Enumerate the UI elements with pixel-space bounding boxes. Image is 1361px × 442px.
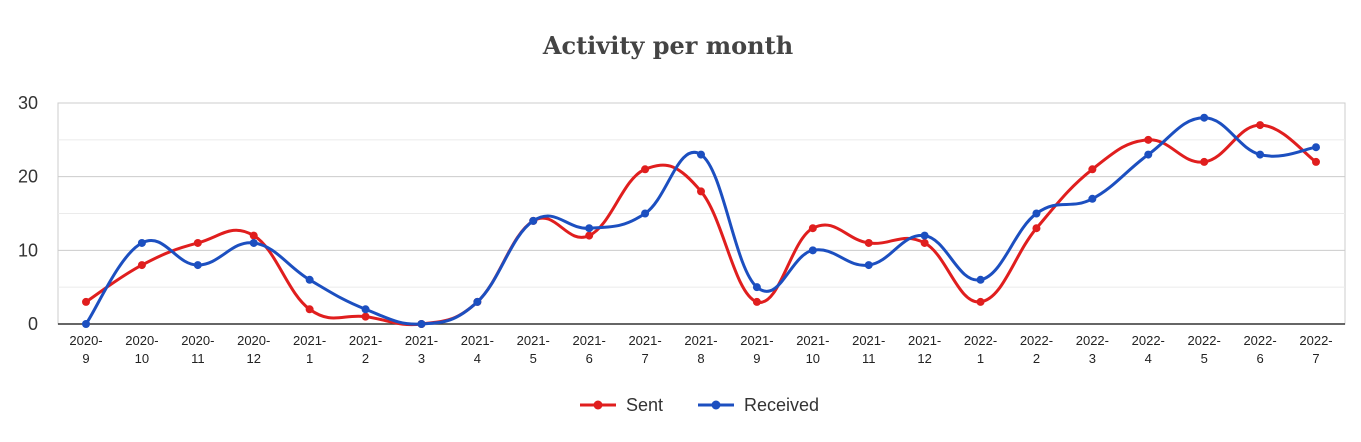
data-point-sent: [1144, 135, 1153, 144]
data-point-sent: [361, 312, 370, 321]
x-tick-label: 2020-10: [125, 333, 158, 366]
x-tick-label: 2021-2: [349, 333, 382, 366]
data-point-received: [1088, 194, 1097, 203]
data-point-received: [641, 209, 650, 218]
y-tick-label: 30: [18, 93, 38, 113]
x-tick-label: 2022-4: [1132, 333, 1165, 366]
chart-title: Activity per month: [542, 31, 793, 60]
series-line-sent: [85, 123, 1317, 327]
x-tick-label: 2021-3: [405, 333, 438, 366]
data-point-received: [473, 297, 482, 306]
data-point-sent: [641, 165, 650, 174]
data-point-sent: [1200, 157, 1209, 166]
data-point-sent: [1088, 165, 1097, 174]
data-point-received: [137, 238, 146, 247]
legend-label-received: Received: [744, 395, 819, 415]
data-point-received: [1032, 209, 1041, 218]
data-point-received: [1256, 150, 1265, 159]
data-point-received: [417, 320, 426, 328]
x-tick-label: 2021-5: [517, 333, 550, 366]
data-point-received: [193, 261, 202, 270]
data-point-received: [82, 320, 90, 328]
x-tick-label: 2021-11: [852, 333, 885, 366]
x-tick-label: 2022-7: [1299, 333, 1332, 366]
data-point-received: [864, 261, 873, 270]
data-point-received: [1312, 143, 1320, 152]
data-point-received: [305, 275, 314, 284]
data-point-received: [920, 231, 929, 240]
x-tick-label: 2021-4: [461, 333, 494, 366]
data-point-received: [1200, 113, 1209, 122]
x-tick-label: 2021-7: [628, 333, 661, 366]
x-tick-label: 2021-1: [293, 333, 326, 366]
data-point-sent: [697, 187, 705, 196]
data-point-sent: [137, 261, 146, 270]
data-point-received: [976, 275, 985, 284]
data-point-sent: [82, 297, 90, 306]
x-tick-label: 2020-11: [181, 333, 214, 366]
series-line-received: [84, 116, 1317, 326]
data-point-received: [249, 238, 258, 247]
data-point-received: [697, 150, 705, 159]
x-tick-label: 2022-2: [1020, 333, 1053, 366]
data-point-received: [752, 283, 761, 292]
data-point-sent: [920, 238, 929, 247]
y-axis-ticks: 0 10 20 30: [18, 93, 38, 334]
data-point-sent: [976, 297, 985, 306]
data-point-sent: [808, 224, 817, 233]
data-point-received: [1144, 150, 1153, 159]
data-point-sent: [864, 238, 873, 247]
x-tick-label: 2021-12: [908, 333, 941, 366]
y-tick-label: 10: [18, 240, 38, 260]
y-tick-label: 20: [18, 167, 38, 187]
x-tick-label: 2020-12: [237, 333, 270, 366]
data-point-received: [361, 305, 370, 314]
x-tick-label: 2022-6: [1243, 333, 1276, 366]
x-tick-label: 2021-10: [796, 333, 829, 366]
data-point-sent: [585, 231, 594, 240]
data-point-sent: [305, 305, 314, 314]
x-tick-label: 2020-9: [69, 333, 102, 366]
data-point-received: [585, 224, 594, 233]
series-lines: [82, 113, 1320, 328]
grid: [57, 102, 1346, 325]
y-tick-label: 0: [28, 314, 38, 334]
data-point-sent: [193, 238, 202, 247]
legend-label-sent: Sent: [626, 395, 663, 415]
x-axis-ticks: 2020-9 2020-10 2020-11 2020-12 2021-1 2021-2 2…: [69, 333, 1332, 366]
x-tick-label: 2022-1: [964, 333, 997, 366]
data-point-sent: [249, 231, 258, 240]
data-point-sent: [752, 297, 761, 306]
x-tick-label: 2021-9: [740, 333, 773, 366]
legend-marker-sent: [593, 400, 603, 410]
legend: Sent Received: [580, 395, 819, 415]
x-tick-label: 2021-6: [573, 333, 606, 366]
data-point-received: [529, 216, 538, 225]
x-tick-label: 2022-5: [1188, 333, 1221, 366]
legend-marker-received: [711, 400, 721, 410]
data-point-sent: [1312, 157, 1320, 166]
data-point-sent: [1032, 224, 1041, 233]
data-point-sent: [1256, 121, 1265, 130]
data-point-received: [808, 246, 817, 255]
x-tick-label: 2021-8: [684, 333, 717, 366]
x-tick-label: 2022-3: [1076, 333, 1109, 366]
